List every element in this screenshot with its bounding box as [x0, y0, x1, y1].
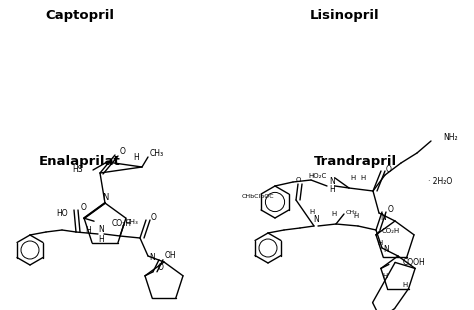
Text: N: N: [329, 178, 335, 187]
Text: N: N: [98, 224, 104, 233]
Text: N: N: [380, 212, 386, 222]
Text: HO₂C: HO₂C: [309, 173, 327, 179]
Text: H: H: [382, 273, 388, 279]
Text: COOH: COOH: [403, 258, 426, 267]
Text: O: O: [81, 203, 87, 212]
Text: H: H: [98, 234, 104, 243]
Text: O: O: [158, 263, 164, 272]
Text: Trandrapril: Trandrapril: [313, 156, 397, 169]
Text: H: H: [133, 153, 139, 162]
Text: CO₂H: CO₂H: [382, 228, 400, 234]
Text: Lisinopril: Lisinopril: [310, 8, 380, 21]
Text: N: N: [102, 193, 108, 202]
Text: H: H: [402, 281, 407, 288]
Text: O: O: [386, 165, 392, 174]
Text: N: N: [313, 215, 319, 224]
Text: CHbClbOC: CHbClbOC: [241, 193, 274, 198]
Text: Enalaprilat: Enalaprilat: [39, 156, 121, 169]
Text: HO: HO: [56, 210, 68, 219]
Text: O: O: [151, 214, 157, 223]
Text: CH₃: CH₃: [150, 149, 164, 158]
Text: H: H: [350, 175, 356, 181]
Text: · 2H₂O: · 2H₂O: [428, 178, 452, 187]
Text: CH₃: CH₃: [346, 210, 357, 215]
Text: Captopril: Captopril: [46, 8, 115, 21]
Text: HS: HS: [73, 166, 83, 175]
Text: H: H: [85, 226, 91, 235]
Text: OH: OH: [165, 251, 177, 260]
Text: H: H: [310, 209, 315, 215]
Text: O: O: [295, 177, 301, 183]
Text: O: O: [388, 206, 394, 215]
Text: H: H: [329, 185, 335, 194]
Text: CH₃: CH₃: [126, 219, 139, 225]
Text: CO₂H: CO₂H: [112, 219, 132, 228]
Text: H: H: [354, 213, 359, 219]
Text: H: H: [377, 240, 383, 246]
Text: H: H: [331, 211, 337, 217]
Text: O: O: [120, 148, 126, 157]
Text: N: N: [383, 246, 389, 255]
Text: N: N: [149, 254, 155, 263]
Text: NH₂: NH₂: [443, 134, 457, 143]
Text: H: H: [360, 175, 365, 181]
